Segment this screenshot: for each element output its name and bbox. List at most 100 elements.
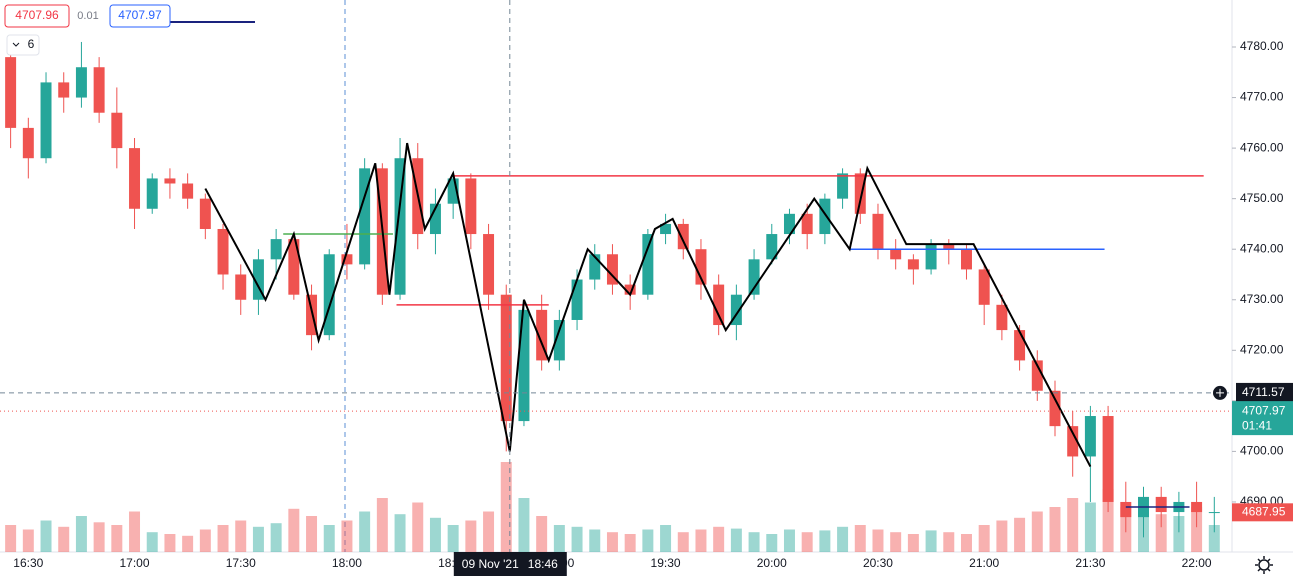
volume-bar — [766, 534, 778, 552]
ask: 4707.97 — [118, 8, 162, 22]
spread: 0.01 — [77, 10, 98, 22]
candle-body — [235, 274, 247, 300]
x-tick-label: 16:30 — [13, 556, 43, 570]
volume-bar — [5, 525, 17, 552]
volume-bar — [783, 529, 795, 552]
candle-body — [589, 254, 601, 280]
candle-body — [1084, 416, 1096, 457]
candle-body — [819, 198, 831, 235]
volume-bar — [270, 523, 282, 552]
volume-bar — [677, 532, 689, 552]
volume-bar — [235, 520, 247, 552]
indicator-price-tag — [1232, 503, 1293, 522]
volume-bar — [199, 529, 211, 552]
candle-body — [75, 67, 87, 98]
zigzag-line — [204, 142, 1092, 468]
indicator-price: 4687.95 — [1242, 504, 1286, 518]
candle-body — [5, 57, 17, 128]
candle-body — [58, 82, 70, 98]
candle-body — [22, 127, 34, 159]
candle-body — [93, 67, 105, 113]
volume-bar — [376, 498, 388, 552]
candle-body — [925, 244, 937, 270]
candle-body — [660, 223, 672, 235]
candle-body — [978, 269, 990, 305]
candle-body — [1208, 512, 1220, 514]
indicator-count: 6 — [28, 37, 35, 51]
candle-body — [270, 239, 282, 260]
volume-bar — [1084, 502, 1096, 552]
candle-body — [1014, 330, 1026, 361]
y-tick-label: 4780.00 — [1240, 39, 1284, 53]
chevron-icon — [12, 42, 20, 47]
candle-body — [553, 319, 565, 361]
volume-bar — [323, 525, 335, 552]
candle-body — [783, 213, 795, 235]
candle-body — [182, 183, 194, 199]
volume-bar — [40, 520, 52, 552]
candle-body — [713, 284, 725, 326]
x-tick-label: 22:00 — [1182, 556, 1212, 570]
volume-bar — [252, 526, 264, 552]
volume-bar — [500, 462, 512, 552]
candle-body — [1102, 416, 1114, 502]
candle-body — [164, 178, 176, 184]
candle-body — [288, 239, 300, 295]
candle-body — [748, 259, 760, 295]
candle-body — [359, 168, 371, 265]
candle-body — [730, 294, 742, 326]
bid: 4707.96 — [15, 8, 59, 22]
candle-body — [111, 112, 123, 149]
settings-button[interactable] — [1255, 556, 1273, 574]
volume-bar — [447, 525, 459, 552]
volume-bar — [978, 525, 990, 552]
candle-body — [1031, 360, 1043, 391]
volume-bar — [1031, 511, 1043, 552]
last-price-tag — [1232, 401, 1293, 436]
crosshair-time-tag — [453, 552, 567, 576]
candle-body — [518, 309, 530, 422]
y-tick-label: 4700.00 — [1240, 444, 1284, 458]
crosshair-price-tag — [1236, 382, 1293, 403]
candle-body — [571, 279, 583, 320]
volume-bar — [642, 529, 654, 552]
candle-body — [907, 259, 919, 270]
candle-body — [323, 254, 335, 336]
x-tick-label: 20:00 — [757, 556, 787, 570]
candle-body — [465, 178, 477, 235]
volume-bar — [890, 532, 902, 552]
volume-bar — [1049, 507, 1061, 552]
volume-bar — [872, 529, 884, 552]
volume-bar — [1173, 516, 1185, 552]
y-tick-label: 4740.00 — [1240, 241, 1284, 255]
crosshair-date: 09 Nov '21 — [462, 557, 519, 571]
volume-bar — [288, 508, 300, 552]
volume-bar — [801, 532, 813, 552]
y-tick-label: 4760.00 — [1240, 140, 1284, 154]
volume-bar — [129, 511, 141, 552]
candle-body — [306, 294, 318, 336]
volume-bar — [907, 534, 919, 552]
volume-bar — [536, 516, 548, 552]
volume-bar — [1191, 507, 1203, 552]
volume-bar — [1155, 514, 1167, 552]
last-price: 4707.97 — [1242, 403, 1286, 417]
y-tick-label: 4730.00 — [1240, 292, 1284, 306]
volume-bar — [819, 530, 831, 552]
candle-body — [890, 249, 902, 260]
volume-bar — [164, 534, 176, 552]
volume-bar — [960, 534, 972, 552]
candle-body — [766, 234, 778, 260]
volume-bar — [606, 532, 618, 552]
candle-body — [1191, 501, 1203, 513]
gear-icon — [1258, 559, 1270, 571]
volume-bar — [837, 526, 849, 552]
indicator-toggle[interactable] — [6, 34, 40, 56]
candle-body — [801, 213, 813, 235]
volume-bar — [341, 520, 353, 552]
candle-body — [624, 284, 636, 295]
volume-bar — [660, 525, 672, 552]
candle-body — [146, 178, 158, 209]
candle-body — [40, 82, 52, 159]
y-tick-label: 4770.00 — [1240, 90, 1284, 104]
